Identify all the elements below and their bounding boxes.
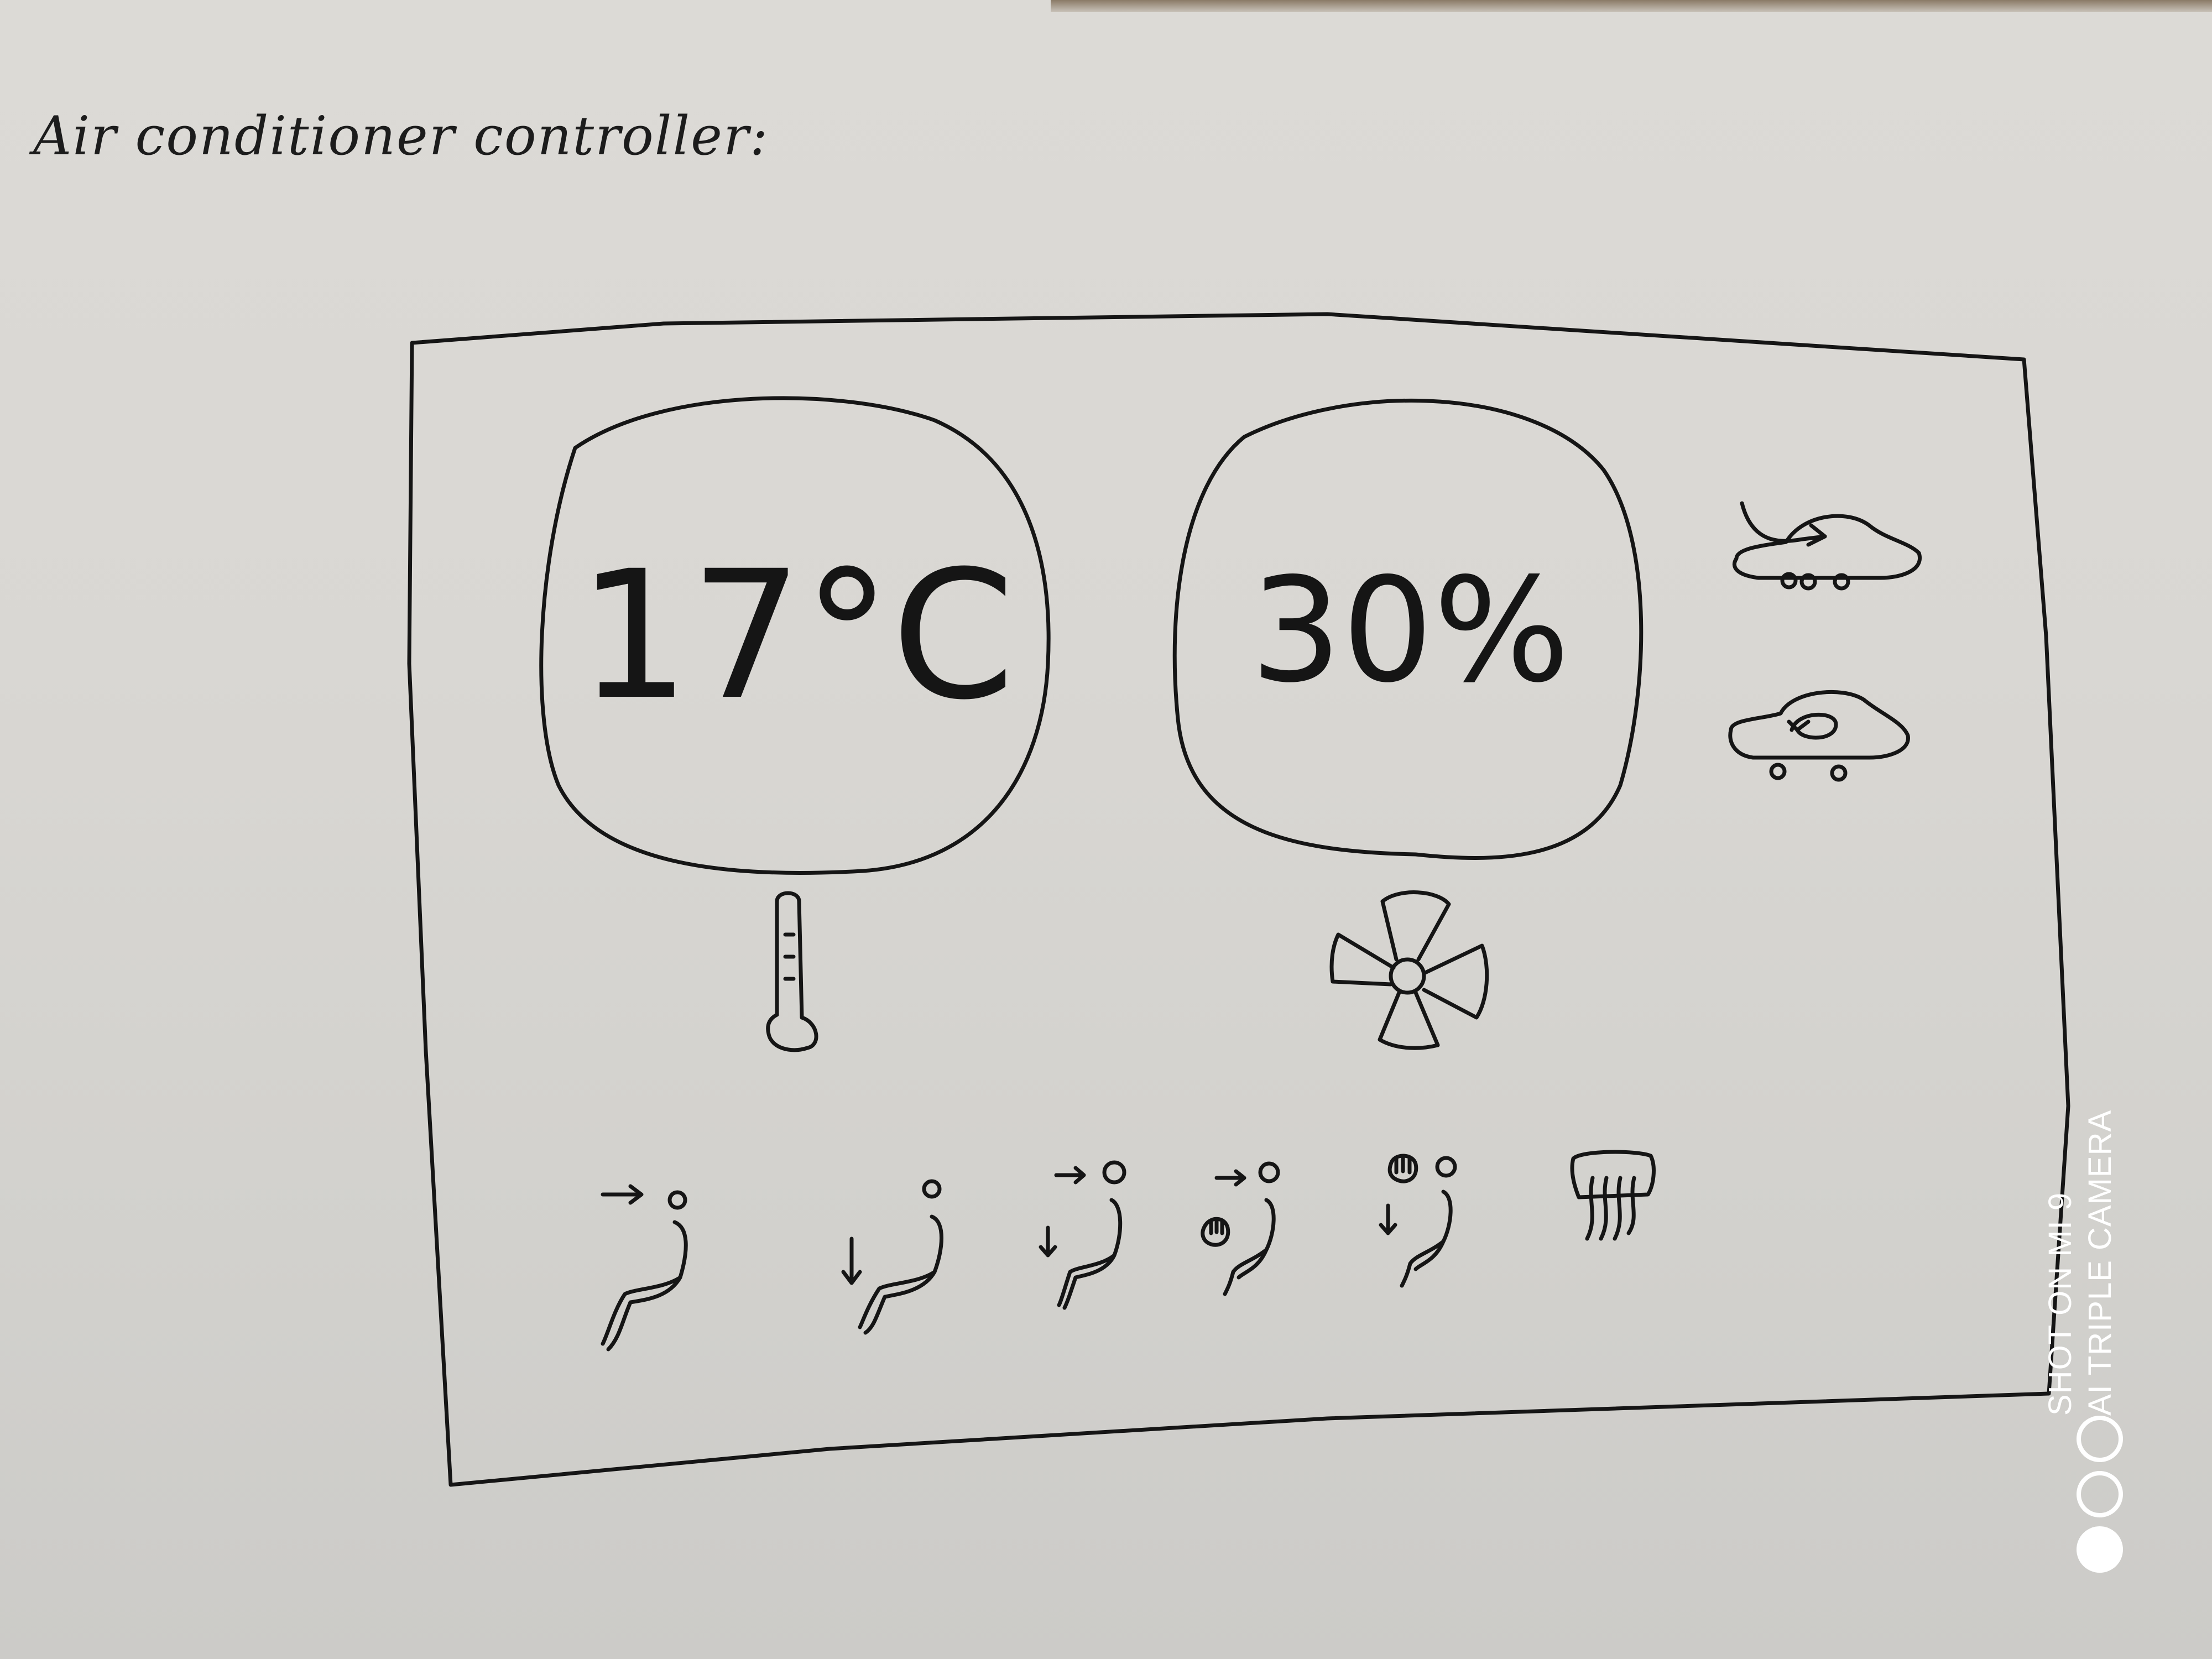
rear-defrost-icon[interactable] (1570, 1150, 1656, 1241)
temperature-value: 17°C (578, 533, 1015, 739)
watermark-line2: AI TRIPLE CAMERA (2082, 1109, 2118, 1416)
car-recirculate-icon[interactable] (1728, 690, 1910, 782)
fan-speed-value: 30% (1250, 547, 1570, 714)
table-edge (1051, 0, 2212, 12)
camera-watermark: SHOT ON MI 9 AI TRIPLE CAMERA (2041, 1109, 2120, 1416)
fan-speed-dial[interactable]: 30% (1172, 398, 1644, 860)
watermark-ring-icon (2077, 1416, 2123, 1462)
car-fresh-air-icon[interactable] (1732, 501, 1922, 591)
airflow-windshield-feet-icon[interactable] (1379, 1154, 1457, 1288)
temperature-dial[interactable]: 17°C (539, 396, 1051, 875)
watermark-dot-icon (2077, 1526, 2123, 1573)
panel-frame (407, 312, 2070, 1487)
fan-icon (1329, 890, 1489, 1050)
watermark-line1: SHOT ON MI 9 (2042, 1192, 2078, 1416)
thermometer-icon (766, 891, 818, 1052)
page-title: Air conditioner controller: (33, 105, 769, 167)
airflow-feet-icon[interactable] (841, 1179, 943, 1335)
airflow-face-windshield-icon[interactable] (1201, 1161, 1280, 1296)
watermark-dots (2077, 1416, 2126, 1582)
airflow-face-icon[interactable] (601, 1184, 688, 1352)
watermark-ring-icon (2077, 1471, 2123, 1517)
airflow-face-feet-icon[interactable] (1039, 1160, 1126, 1310)
